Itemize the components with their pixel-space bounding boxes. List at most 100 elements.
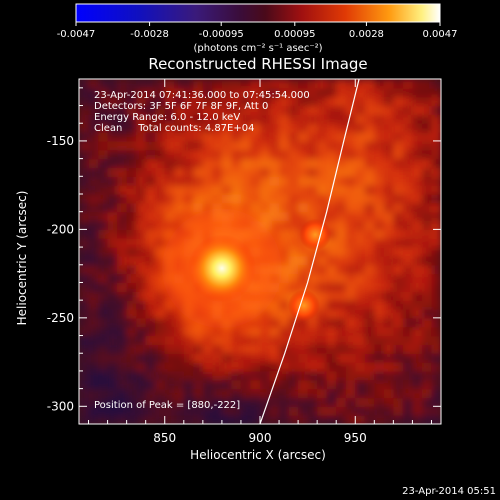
x-tick-label: 950	[344, 431, 367, 445]
heatmap-cell	[240, 132, 252, 142]
heatmap-cell	[279, 282, 290, 292]
heatmap-cell	[298, 132, 309, 142]
heatmap-cell	[145, 149, 156, 160]
heatmap-cell	[412, 406, 423, 416]
heatmap-cell	[364, 123, 375, 133]
heatmap-cell	[421, 96, 433, 107]
heatmap-cell	[345, 415, 356, 424]
heatmap-cell	[145, 388, 156, 399]
heatmap-cell	[421, 87, 433, 98]
heatmap-cell	[298, 344, 309, 354]
heatmap-cell	[231, 388, 242, 399]
heatmap-cell	[231, 379, 242, 390]
heatmap-cell	[183, 406, 194, 416]
heatmap-cell	[126, 362, 137, 372]
heatmap-cell	[326, 123, 337, 133]
heatmap-cell	[117, 167, 128, 177]
heatmap-cell	[345, 300, 356, 310]
heatmap-cell	[79, 406, 90, 416]
heatmap-cell	[383, 388, 394, 399]
heatmap-cell	[107, 415, 118, 424]
heatmap-cell	[79, 176, 90, 186]
heatmap-cell	[136, 87, 147, 98]
heatmap-cell	[250, 370, 261, 381]
heatmap-cell	[402, 238, 414, 248]
heatmap-cell	[431, 96, 441, 107]
heatmap-cell	[107, 406, 118, 416]
heatmap-cell	[164, 229, 175, 239]
heatmap-cell	[107, 282, 118, 292]
heatmap-cell	[374, 300, 385, 310]
heatmap-cell	[98, 335, 109, 345]
heatmap-cell	[355, 158, 366, 169]
heatmap-cell	[107, 79, 118, 89]
heatmap-cell	[79, 211, 90, 222]
heatmap-cell	[298, 140, 309, 151]
heatmap-cell	[336, 300, 347, 310]
heatmap-cell	[336, 229, 347, 239]
heatmap-cell	[269, 132, 280, 142]
heatmap-cell	[431, 132, 441, 142]
heatmap-cell	[326, 300, 337, 310]
heatmap-cell	[164, 123, 175, 133]
heatmap-cell	[431, 114, 441, 124]
heatmap-cell	[260, 167, 271, 177]
y-tick-label: -300	[47, 399, 74, 413]
heatmap-cell	[183, 185, 194, 195]
heatmap-cell	[307, 105, 318, 115]
heatmap-cell	[126, 158, 137, 169]
heatmap-cell	[231, 158, 242, 169]
heatmap-cell	[298, 211, 309, 222]
heatmap-cell	[269, 87, 280, 98]
heatmap-cell	[145, 105, 156, 115]
heatmap-cell	[212, 202, 223, 213]
heatmap-cell	[393, 300, 404, 310]
heatmap-cell	[355, 255, 366, 266]
heatmap-cell	[79, 167, 90, 177]
heatmap-cell	[164, 379, 175, 390]
heatmap-cell	[145, 185, 156, 195]
heatmap-cell	[126, 282, 137, 292]
heatmap-cell	[117, 79, 128, 89]
heatmap-cell	[98, 291, 109, 301]
heatmap-cell	[193, 114, 204, 124]
heatmap-cell	[431, 273, 441, 284]
heatmap-cell	[136, 273, 147, 284]
heatmap-cell	[164, 167, 175, 177]
heatmap-cell	[126, 415, 137, 424]
heatmap-cell	[355, 123, 366, 133]
heatmap-cell	[250, 79, 261, 89]
heatmap-cell	[383, 87, 394, 98]
heatmap-cell	[193, 105, 204, 115]
heatmap-cell	[288, 185, 299, 195]
heatmap-cell	[202, 185, 213, 195]
heatmap-cell	[412, 185, 423, 195]
heatmap-cell	[107, 238, 118, 248]
heatmap-cell	[279, 167, 290, 177]
heatmap-cell	[202, 167, 213, 177]
heatmap-cell	[412, 255, 423, 266]
heatmap-cell	[326, 87, 337, 98]
heatmap-cell	[288, 202, 299, 213]
heatmap-cell	[250, 87, 261, 98]
heatmap-cell	[212, 326, 223, 337]
heatmap-cell	[326, 167, 337, 177]
heatmap-cell	[298, 335, 309, 345]
heatmap-cell	[412, 300, 423, 310]
heatmap-cell	[136, 167, 147, 177]
heatmap-cell	[107, 140, 118, 151]
heatmap-cell	[202, 326, 213, 337]
heatmap-cell	[212, 388, 223, 399]
heatmap-cell	[412, 379, 423, 390]
heatmap-cell	[374, 344, 385, 354]
heatmap-cell	[164, 309, 175, 319]
heatmap-cell	[193, 132, 204, 142]
heatmap-cell	[279, 176, 290, 186]
heatmap-cell	[155, 335, 166, 345]
heatmap-cell	[231, 132, 242, 142]
heatmap-cell	[374, 370, 385, 381]
heatmap-cell	[364, 415, 375, 424]
heatmap-cell	[421, 229, 433, 239]
heatmap-cell	[183, 194, 194, 204]
heatmap-cell	[431, 229, 441, 239]
